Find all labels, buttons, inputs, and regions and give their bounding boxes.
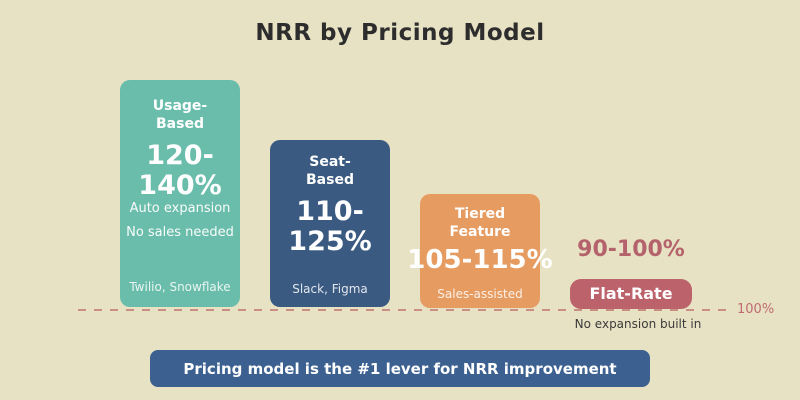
bar-tiered-feature: Tiered Feature 105-115% Sales-assisted <box>407 194 553 308</box>
bar-note: No sales needed <box>126 224 234 240</box>
bar-value: 105-115% <box>407 245 553 276</box>
bar-caption: Slack, Figma <box>292 282 368 296</box>
bar-seat-based: Seat-Based 110-125% Slack, Figma <box>270 140 390 307</box>
footer-banner: Pricing model is the #1 lever for NRR im… <box>150 350 650 387</box>
bar-note: Auto expansion <box>129 200 231 216</box>
bar-value-flat-rate: 90-100% <box>577 237 685 262</box>
bar-note-flat-rate: No expansion built in <box>574 317 702 331</box>
bar-value: 110-125% <box>288 196 372 258</box>
bar-label: Tiered Feature <box>449 206 511 241</box>
bar-label: Flat-Rate <box>589 283 673 303</box>
bar-label: Usage-Based <box>152 98 208 133</box>
bar-caption: Sales-assisted <box>437 287 523 301</box>
baseline-100-label: 100% <box>737 302 775 317</box>
page-title: NRR by Pricing Model <box>255 20 545 46</box>
bar-value: 120-140% <box>138 140 222 202</box>
baseline-100-line <box>78 309 734 311</box>
bar-caption: Twilio, Snowflake <box>129 280 231 294</box>
bar-label: Seat-Based <box>306 154 354 189</box>
bar-flat-rate: Flat-Rate <box>570 279 692 309</box>
bar-usage-based: Usage-Based 120-140% Auto expansion No s… <box>120 80 240 307</box>
